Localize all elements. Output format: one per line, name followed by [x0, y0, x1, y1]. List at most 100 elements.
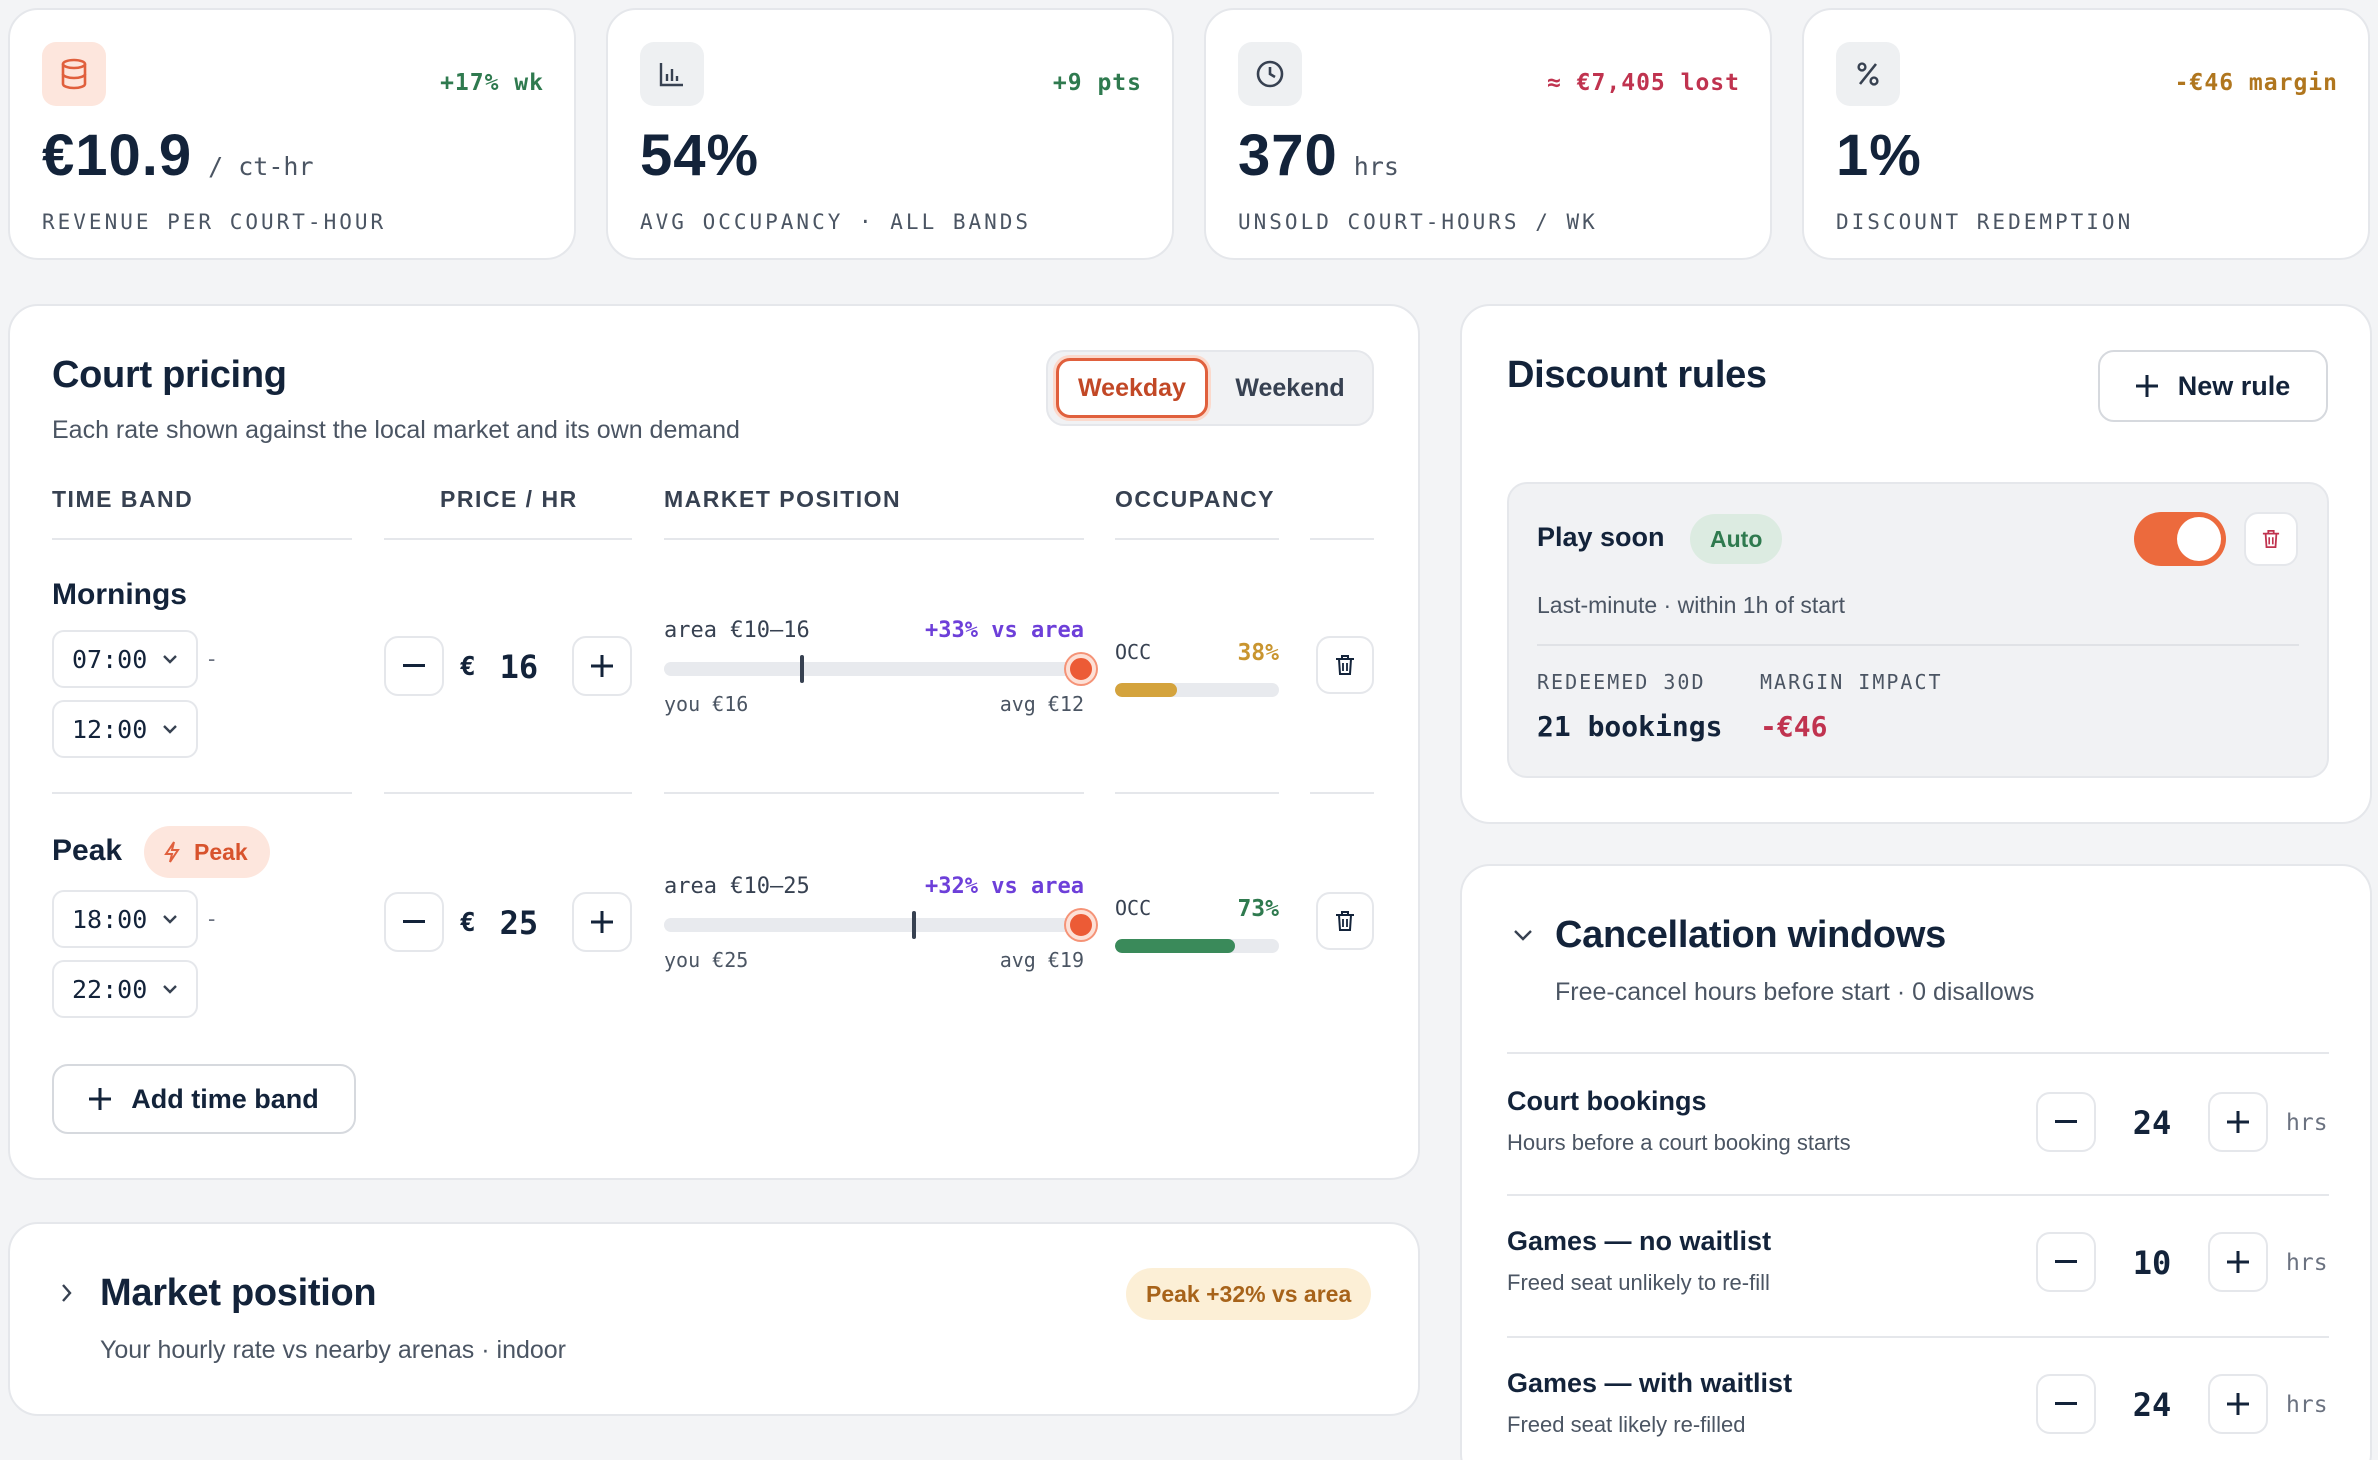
trash-icon: [2262, 530, 2280, 548]
hours-decrease-button[interactable]: [2036, 1092, 2096, 1152]
start-time-value: 18:00: [72, 904, 148, 934]
hours-unit: hrs: [2286, 1392, 2328, 1418]
redeemed-value: 21 bookings: [1537, 710, 1723, 743]
start-time-select[interactable]: 07:00: [52, 630, 198, 688]
window-title: Court bookings: [1507, 1086, 1707, 1116]
window-title: Games — with waitlist: [1507, 1368, 1793, 1398]
rule-description: Last-minute · within 1h of start: [1537, 592, 1846, 618]
new-rule-button[interactable]: New rule: [2098, 350, 2328, 422]
kpi-label: UNSOLD COURT-HOURS / WK: [1238, 210, 1598, 234]
kpi-card-discount: -€46 margin 1% DISCOUNT REDEMPTION: [1802, 8, 2370, 260]
page-title: Court pricing: [52, 354, 287, 396]
minus-icon: [2055, 1120, 2077, 1123]
band-name: Mornings: [52, 578, 187, 611]
rule-name: Play soon: [1537, 522, 1665, 552]
market-position-title: Market position: [100, 1272, 377, 1314]
col-market-position: MARKET POSITION: [664, 486, 902, 512]
occupancy-bar: [1115, 939, 1279, 953]
new-rule-label: New rule: [2177, 370, 2291, 401]
margin-value: -€46: [1760, 710, 1828, 743]
tab-weekend[interactable]: Weekend: [1235, 373, 1345, 402]
hours-value: 10: [2132, 1244, 2172, 1282]
cancellation-card: [1460, 864, 2372, 1460]
market-you-marker: [1066, 910, 1096, 940]
discount-rules-title: Discount rules: [1507, 354, 1767, 396]
kpi-label: REVENUE PER COURT-HOUR: [42, 210, 387, 234]
price-increase-button[interactable]: [572, 636, 632, 696]
price-amount: 25: [499, 904, 539, 942]
clock-icon: [1238, 42, 1302, 106]
occ-value: 73%: [1237, 896, 1279, 922]
add-time-band-button[interactable]: Add time band: [52, 1064, 356, 1134]
plus-icon: [2227, 1111, 2249, 1133]
plus-icon: [591, 655, 613, 677]
trash-icon: [1336, 655, 1354, 675]
hours-increase-button[interactable]: [2208, 1232, 2268, 1292]
hours-decrease-button[interactable]: [2036, 1374, 2096, 1434]
chevron-down-icon: [163, 985, 177, 994]
price-increase-button[interactable]: [572, 892, 632, 952]
court-pricing-card: [8, 304, 1420, 1180]
trash-icon: [1336, 911, 1354, 931]
time-separator: -: [208, 906, 216, 931]
time-separator: -: [208, 646, 216, 671]
occupancy-bar: [1115, 683, 1279, 697]
price-value: € 16: [460, 648, 538, 686]
occ-value: 38%: [1237, 640, 1279, 666]
minus-icon: [403, 920, 425, 923]
col-price: PRICE / HR: [440, 486, 578, 512]
kpi-value: 370: [1238, 123, 1338, 188]
occ-label: OCC: [1115, 896, 1152, 920]
kpi-label: DISCOUNT REDEMPTION: [1836, 210, 2134, 234]
tab-weekday[interactable]: Weekday: [1056, 358, 1208, 418]
rule-toggle[interactable]: [2134, 512, 2226, 566]
price-decrease-button[interactable]: [384, 636, 444, 696]
price-value: € 25: [460, 904, 538, 942]
start-time-select[interactable]: 18:00: [52, 890, 198, 948]
plus-icon: [89, 1088, 112, 1110]
vs-area: +32% vs area: [925, 874, 1084, 899]
chevron-down-icon: [163, 915, 177, 924]
kpi-unit: hrs: [1353, 152, 1399, 181]
lightning-icon: [164, 841, 180, 863]
bar-chart-icon: [640, 42, 704, 106]
price-decrease-button[interactable]: [384, 892, 444, 952]
vs-area: +33% vs area: [925, 618, 1084, 643]
chevron-right-icon[interactable]: [60, 1282, 74, 1304]
cancellation-subtitle: Free-cancel hours before start · 0 disal…: [1555, 978, 2035, 1006]
plus-icon: [2227, 1393, 2249, 1415]
hours-unit: hrs: [2286, 1250, 2328, 1276]
kpi-card-occupancy: +9 pts 54% AVG OCCUPANCY · ALL BANDS: [606, 8, 1174, 260]
hours-value: 24: [2132, 1104, 2172, 1142]
database-icon: [42, 42, 106, 106]
redeemed-label: REDEEMED 30D: [1537, 670, 1706, 694]
hours-increase-button[interactable]: [2208, 1092, 2268, 1152]
end-time-select[interactable]: 12:00: [52, 700, 198, 758]
chevron-down-icon[interactable]: [1512, 928, 1534, 942]
hours-increase-button[interactable]: [2208, 1374, 2268, 1434]
minus-icon: [2055, 1402, 2077, 1405]
chevron-down-icon: [163, 655, 177, 664]
delete-band-button[interactable]: [1316, 892, 1374, 950]
pricing-subtitle: Each rate shown against the local market…: [52, 416, 740, 444]
percent-icon: [1836, 42, 1900, 106]
delete-rule-button[interactable]: [2244, 512, 2298, 566]
market-track: [664, 918, 1084, 932]
delete-band-button[interactable]: [1316, 636, 1374, 694]
end-time-select[interactable]: 22:00: [52, 960, 198, 1018]
hours-decrease-button[interactable]: [2036, 1232, 2096, 1292]
kpi-card-revenue: +17% wk €10.9 / ct-hr REVENUE PER COURT-…: [8, 8, 576, 260]
peak-badge: Peak: [144, 826, 270, 878]
kpi-card-unsold: ≈ €7,405 lost 370 hrs UNSOLD COURT-HOURS…: [1204, 8, 1772, 260]
you-price: you €25: [664, 948, 749, 972]
avg-price: avg €12: [999, 692, 1084, 716]
kpi-unit: / ct-hr: [208, 152, 314, 181]
hours-unit: hrs: [2286, 1110, 2328, 1136]
col-time-band: TIME BAND: [52, 486, 194, 512]
minus-icon: [2055, 1260, 2077, 1263]
start-time-value: 07:00: [72, 644, 148, 674]
plus-icon: [2227, 1251, 2249, 1273]
area-range: area €10–25: [664, 874, 810, 899]
toggle-knob: [2177, 517, 2221, 561]
currency-symbol: €: [460, 908, 476, 938]
